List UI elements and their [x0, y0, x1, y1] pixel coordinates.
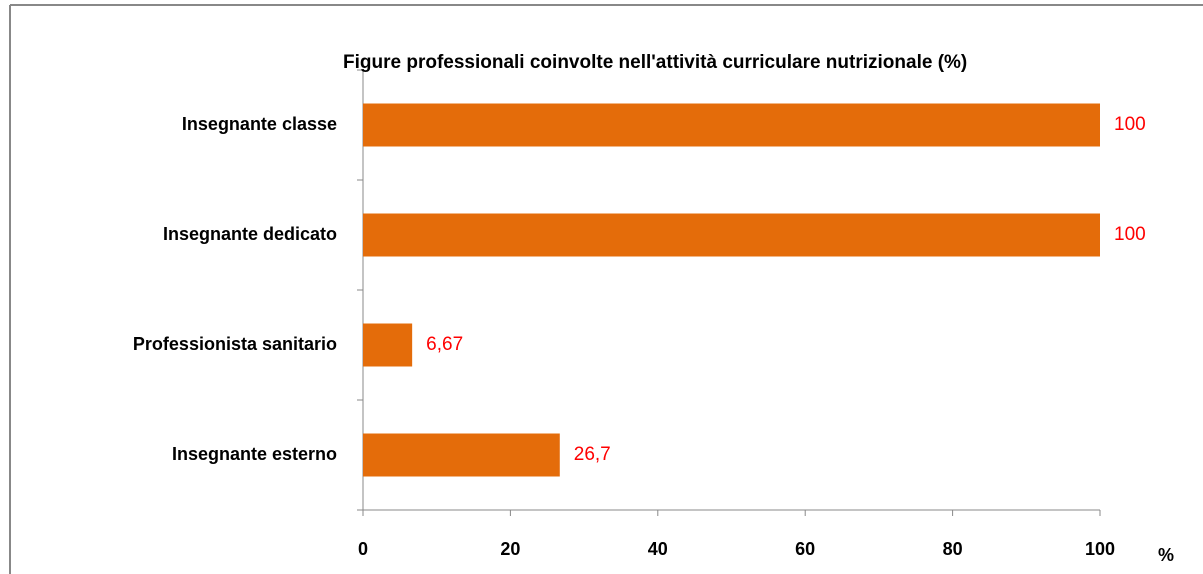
x-tick-label: 40: [648, 539, 668, 559]
y-tick-label: Professionista sanitario: [133, 334, 337, 354]
y-tick-label: Insegnante classe: [182, 114, 337, 134]
data-label: 100: [1114, 114, 1146, 135]
bar: [363, 433, 560, 477]
x-tick-label: 20: [500, 539, 520, 559]
x-axis-label: %: [1158, 545, 1174, 565]
data-label: 100: [1114, 224, 1146, 245]
bar: [363, 213, 1100, 257]
x-tick-label: 60: [795, 539, 815, 559]
bar: [363, 103, 1100, 147]
y-tick-label: Insegnante dedicato: [163, 224, 337, 244]
data-label: 26,7: [574, 444, 611, 465]
x-tick-label: 100: [1085, 539, 1115, 559]
y-tick-label: Insegnante esterno: [172, 444, 337, 464]
x-tick-label: 80: [943, 539, 963, 559]
data-label: 6,67: [426, 334, 463, 355]
bar: [363, 323, 413, 367]
x-tick-label: 0: [358, 539, 368, 559]
chart-title: Figure professionali coinvolte nell'atti…: [343, 52, 968, 73]
